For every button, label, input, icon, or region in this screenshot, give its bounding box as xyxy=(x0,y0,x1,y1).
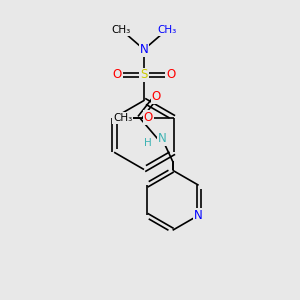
Text: H: H xyxy=(144,138,152,148)
Text: S: S xyxy=(140,68,148,82)
Text: CH₃: CH₃ xyxy=(157,25,176,35)
Text: N: N xyxy=(158,132,167,145)
Text: CH₃: CH₃ xyxy=(113,113,133,123)
Text: N: N xyxy=(140,43,148,56)
Text: CH₃: CH₃ xyxy=(112,25,131,35)
Text: O: O xyxy=(167,68,176,82)
Text: N: N xyxy=(194,209,203,222)
Text: O: O xyxy=(144,111,153,124)
Text: O: O xyxy=(112,68,122,82)
Text: O: O xyxy=(152,90,161,103)
